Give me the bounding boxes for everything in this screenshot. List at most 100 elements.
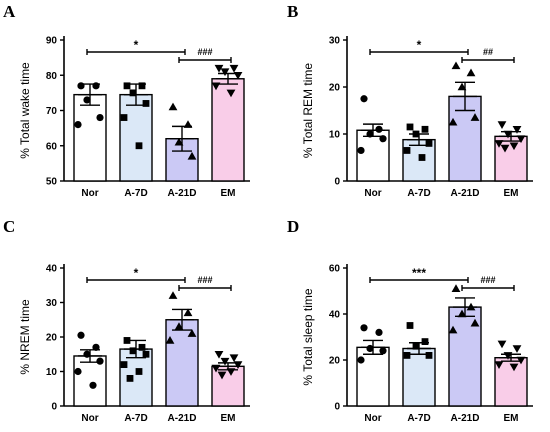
panel-d: 0 20 40 60 % Total sleep time Nor A-7D A-21D EM *…	[301, 264, 533, 424]
data-point	[129, 347, 137, 355]
y-tick-label: 70	[46, 106, 58, 117]
y-tick-label: 0	[51, 402, 57, 413]
significance-label: ***	[412, 266, 426, 280]
data-point	[183, 120, 193, 128]
data-point	[83, 96, 91, 104]
data-point	[503, 130, 513, 139]
data-point	[379, 347, 387, 355]
data-point	[165, 336, 175, 344]
data-point	[126, 375, 134, 382]
data-point	[448, 117, 458, 126]
data-point	[497, 121, 507, 129]
data-point	[512, 345, 522, 353]
data-point	[366, 344, 374, 353]
data-point	[129, 89, 137, 97]
data-point	[174, 322, 184, 330]
data-point	[77, 331, 85, 339]
data-point	[229, 64, 239, 73]
data-point	[142, 100, 150, 107]
data-point	[360, 95, 368, 103]
y-tick-label: 10	[329, 130, 341, 141]
data-point	[123, 82, 131, 90]
y-tick-label: 40	[329, 310, 341, 321]
data-point	[403, 352, 411, 359]
y-tick-label: 20	[329, 83, 341, 94]
x-tick-label-a-21d: A-21D	[451, 188, 480, 199]
data-point	[516, 135, 526, 144]
x-tick-label-nor: Nor	[364, 413, 381, 424]
x-tick-label-nor: Nor	[81, 413, 98, 424]
data-point	[120, 361, 128, 368]
data-point	[494, 140, 504, 148]
data-point	[174, 137, 184, 146]
significance-label: ###	[480, 275, 495, 285]
panel-b: 0 10 20 30 % Total REM time Nor A-7D A-21D EM * ##	[301, 36, 533, 199]
data-point	[135, 368, 143, 375]
data-point	[421, 125, 429, 133]
significance-label: ##	[483, 47, 493, 57]
data-point	[74, 367, 82, 376]
data-point	[470, 318, 480, 327]
y-tick-label: 90	[46, 36, 58, 47]
data-point	[74, 121, 82, 129]
data-point	[135, 142, 143, 150]
y-axis-title: % Total REM time	[301, 63, 315, 158]
data-point	[226, 368, 236, 376]
data-point	[512, 126, 522, 134]
data-point	[366, 130, 374, 138]
data-point	[509, 363, 519, 372]
data-point	[357, 356, 365, 364]
x-tick-label-em: EM	[221, 413, 236, 424]
data-point	[233, 361, 243, 369]
data-point	[220, 357, 230, 366]
data-point	[503, 352, 513, 360]
data-point	[497, 340, 507, 349]
data-point	[418, 154, 426, 161]
bar-em	[211, 78, 245, 182]
data-point	[168, 291, 178, 299]
data-point	[516, 356, 526, 365]
data-point	[500, 144, 510, 153]
data-point	[403, 147, 411, 154]
x-tick-label-em: EM	[504, 188, 519, 199]
bar-a-7d	[119, 348, 153, 407]
data-point	[92, 82, 100, 90]
panel-a: 50 60 70 80 90 % Total wake time Nor A-7D A-21D E…	[18, 36, 250, 199]
data-point	[96, 357, 104, 365]
y-tick-label: 30	[329, 36, 341, 47]
y-axis-title: % Total wake time	[18, 62, 32, 159]
data-point	[220, 68, 230, 77]
x-tick-label-a-7d: A-7D	[407, 413, 430, 424]
x-tick-label-a-21d: A-21D	[168, 413, 197, 424]
panel-letter-c: C	[3, 217, 15, 236]
data-point	[448, 325, 458, 334]
significance-label: *	[417, 38, 422, 52]
data-point	[451, 284, 461, 292]
y-axis-title: % NREM time	[18, 299, 32, 375]
data-point	[217, 371, 227, 380]
data-point	[466, 302, 476, 311]
data-point	[214, 350, 224, 359]
x-tick-label-a-7d: A-7D	[124, 188, 147, 199]
data-point	[412, 342, 420, 350]
y-tick-label: 60	[329, 264, 341, 275]
data-point	[233, 71, 243, 80]
x-tick-label-em: EM	[221, 188, 236, 199]
data-point	[425, 140, 433, 147]
y-tick-label: 60	[46, 141, 58, 152]
x-tick-label-a-21d: A-21D	[168, 188, 197, 199]
data-point	[509, 142, 519, 151]
panel-letter-b: B	[287, 2, 298, 21]
x-tick-label-a-21d: A-21D	[451, 413, 480, 424]
x-tick-label-a-7d: A-7D	[407, 188, 430, 199]
significance-label: *	[134, 38, 139, 52]
significance-label: ###	[197, 47, 212, 57]
data-point	[211, 364, 221, 373]
y-tick-label: 40	[46, 264, 58, 275]
data-point	[470, 113, 480, 121]
bar-em	[211, 365, 245, 407]
data-point	[77, 82, 85, 90]
data-point	[457, 82, 467, 91]
y-tick-label: 30	[46, 298, 58, 309]
